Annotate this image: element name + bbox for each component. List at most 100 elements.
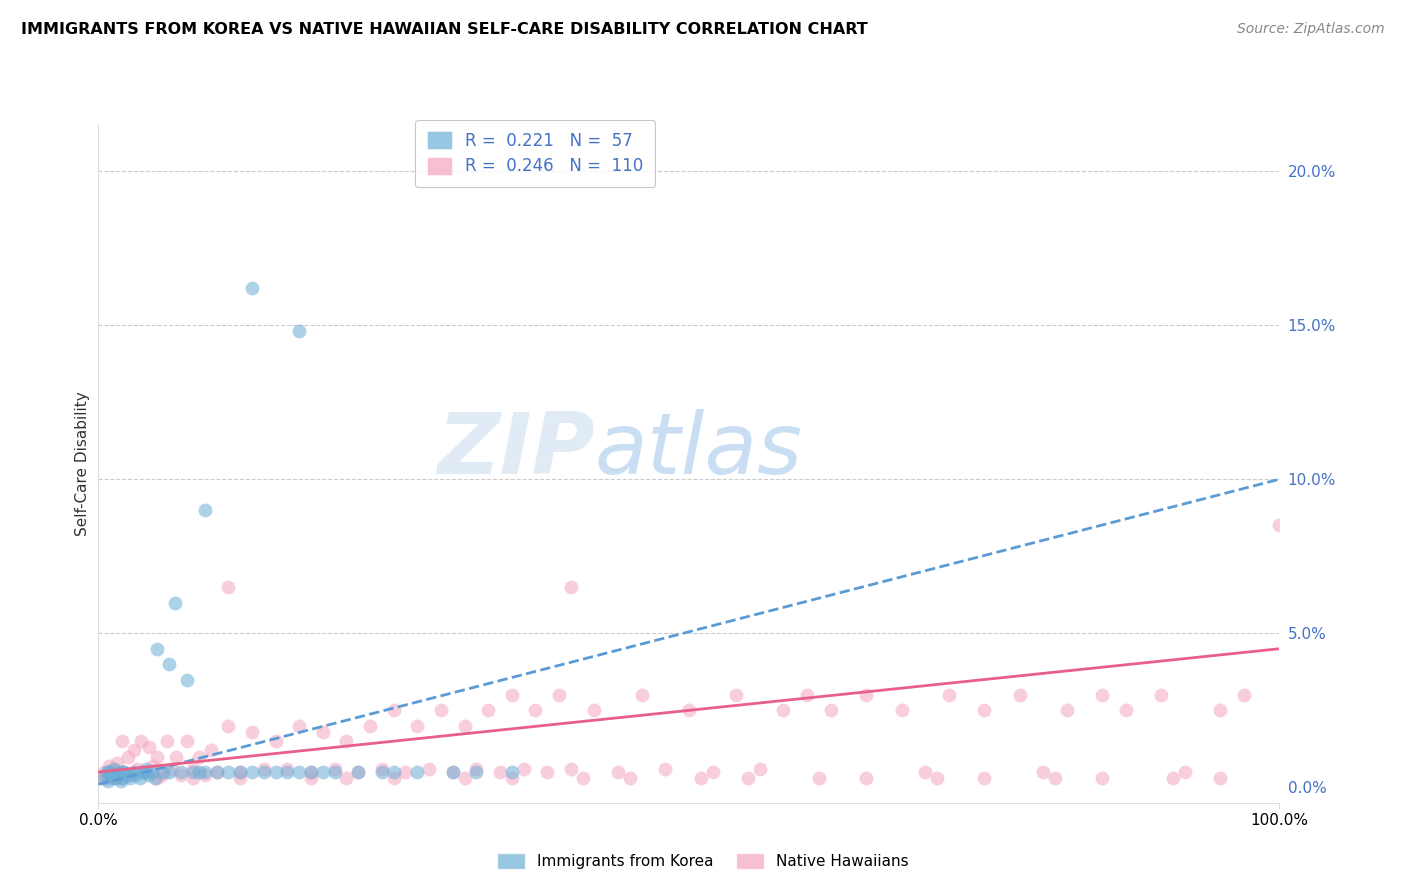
Point bbox=[583, 703, 606, 717]
Point bbox=[1209, 703, 1232, 717]
Point bbox=[112, 764, 135, 779]
Point bbox=[335, 734, 357, 748]
Point bbox=[323, 762, 346, 776]
Point bbox=[105, 771, 128, 785]
Point bbox=[382, 764, 405, 779]
Point bbox=[122, 764, 145, 779]
Point bbox=[97, 764, 120, 779]
Point bbox=[560, 762, 582, 776]
Point bbox=[253, 762, 276, 776]
Point bbox=[890, 703, 912, 717]
Point bbox=[217, 764, 239, 779]
Point bbox=[146, 641, 169, 656]
Point bbox=[101, 762, 124, 776]
Point bbox=[855, 771, 877, 785]
Point bbox=[93, 771, 115, 785]
Point bbox=[299, 764, 322, 779]
Point bbox=[157, 657, 180, 672]
Point bbox=[678, 703, 700, 717]
Point bbox=[135, 762, 157, 776]
Point bbox=[135, 764, 157, 779]
Point bbox=[1032, 764, 1054, 779]
Point bbox=[120, 771, 142, 785]
Point bbox=[1091, 771, 1114, 785]
Point bbox=[111, 734, 134, 748]
Point bbox=[98, 768, 121, 782]
Point bbox=[105, 768, 128, 782]
Point bbox=[630, 688, 652, 702]
Point bbox=[138, 740, 160, 755]
Point bbox=[347, 764, 370, 779]
Point bbox=[98, 759, 121, 773]
Point bbox=[748, 762, 770, 776]
Point bbox=[181, 764, 204, 779]
Point bbox=[772, 703, 794, 717]
Point bbox=[299, 771, 322, 785]
Point bbox=[1161, 771, 1184, 785]
Point bbox=[548, 688, 571, 702]
Point bbox=[160, 762, 183, 776]
Point bbox=[194, 764, 217, 779]
Point bbox=[181, 771, 204, 785]
Point bbox=[128, 771, 150, 785]
Point bbox=[136, 768, 159, 782]
Point bbox=[141, 764, 163, 779]
Point bbox=[276, 764, 298, 779]
Point bbox=[205, 764, 228, 779]
Point bbox=[489, 764, 512, 779]
Point bbox=[323, 764, 346, 779]
Point bbox=[229, 764, 252, 779]
Point bbox=[146, 749, 169, 764]
Point bbox=[143, 771, 166, 785]
Point bbox=[524, 703, 547, 717]
Point bbox=[217, 719, 239, 733]
Point bbox=[973, 771, 995, 785]
Point bbox=[347, 764, 370, 779]
Point bbox=[170, 768, 193, 782]
Point bbox=[501, 771, 523, 785]
Point bbox=[96, 771, 118, 785]
Point bbox=[91, 771, 114, 785]
Point bbox=[288, 719, 311, 733]
Point bbox=[111, 771, 134, 785]
Point bbox=[925, 771, 948, 785]
Point bbox=[150, 768, 173, 782]
Point bbox=[101, 771, 124, 785]
Point bbox=[619, 771, 641, 785]
Point bbox=[253, 764, 276, 779]
Point bbox=[820, 703, 842, 717]
Point bbox=[104, 771, 127, 785]
Point bbox=[406, 719, 429, 733]
Point bbox=[465, 764, 488, 779]
Point bbox=[156, 734, 179, 748]
Point bbox=[441, 764, 464, 779]
Point bbox=[973, 703, 995, 717]
Point bbox=[110, 774, 132, 789]
Point bbox=[453, 719, 475, 733]
Point bbox=[1268, 518, 1291, 533]
Point bbox=[796, 688, 818, 702]
Point bbox=[98, 768, 121, 782]
Point bbox=[170, 764, 193, 779]
Point bbox=[335, 771, 357, 785]
Point bbox=[105, 756, 128, 770]
Point bbox=[382, 771, 405, 785]
Point bbox=[217, 580, 239, 594]
Point bbox=[1008, 688, 1031, 702]
Point bbox=[165, 595, 187, 609]
Point bbox=[194, 768, 217, 782]
Point bbox=[142, 759, 165, 773]
Text: IMMIGRANTS FROM KOREA VS NATIVE HAWAIIAN SELF-CARE DISABILITY CORRELATION CHART: IMMIGRANTS FROM KOREA VS NATIVE HAWAIIAN… bbox=[21, 22, 868, 37]
Point bbox=[108, 764, 131, 779]
Point bbox=[176, 673, 198, 687]
Point bbox=[371, 762, 394, 776]
Point bbox=[477, 703, 499, 717]
Point bbox=[725, 688, 748, 702]
Point bbox=[607, 764, 630, 779]
Point bbox=[571, 771, 593, 785]
Point bbox=[312, 764, 335, 779]
Point bbox=[194, 503, 217, 517]
Point bbox=[560, 580, 582, 594]
Point bbox=[465, 762, 488, 776]
Point bbox=[654, 762, 676, 776]
